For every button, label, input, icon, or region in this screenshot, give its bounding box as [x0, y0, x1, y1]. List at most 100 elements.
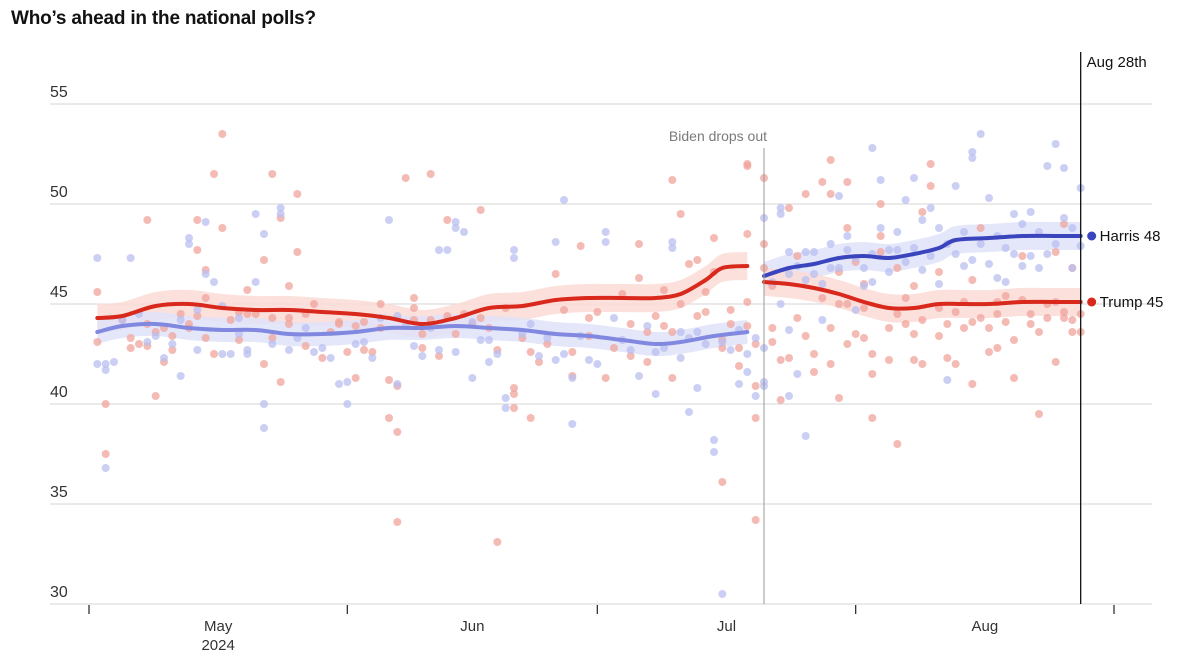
trump-poll-dot — [685, 260, 693, 268]
harris-poll-dot — [560, 350, 568, 358]
trump-poll-dot — [668, 176, 677, 184]
trump-poll-dot — [843, 224, 852, 232]
trump-poll-dot — [393, 428, 402, 436]
harris-poll-dot — [835, 192, 843, 200]
harris-poll-dot — [910, 174, 918, 182]
harris-poll-dot — [451, 348, 460, 356]
trump-poll-dot — [993, 344, 1002, 352]
trump-poll-dot — [343, 348, 352, 356]
trump-poll-dot — [1035, 410, 1043, 418]
y-tick-label: 35 — [50, 484, 68, 501]
harris-poll-dot — [685, 408, 693, 416]
trump-poll-dot — [260, 256, 268, 264]
harris-poll-dot — [185, 240, 193, 248]
harris-poll-dot — [843, 246, 852, 254]
harris-poll-dot — [985, 260, 993, 268]
trump-legend-dot — [1087, 297, 1097, 307]
trump-poll-dot — [568, 348, 577, 356]
trump-poll-dot — [818, 294, 827, 302]
end-labels: Harris 48 Trump 45 — [1087, 228, 1163, 311]
harris-poll-dot — [110, 358, 118, 366]
trump-poll-dot — [526, 414, 535, 422]
harris-poll-dot — [335, 380, 343, 388]
trump-poll-dot — [393, 518, 402, 526]
y-tick-labels: 55 50 45 40 35 30 — [50, 84, 68, 601]
harris-poll-dot — [910, 244, 918, 252]
harris-poll-dot — [901, 196, 910, 204]
trump-poll-dot — [718, 344, 727, 352]
trump-poll-dot — [801, 332, 810, 340]
trump-poll-dot — [1001, 318, 1010, 326]
harris-poll-dot — [926, 252, 935, 260]
trump-poll-dot — [126, 344, 135, 352]
harris-poll-dot — [510, 254, 518, 262]
trump-poll-dot — [976, 224, 985, 232]
harris-poll-dot — [310, 348, 318, 356]
trump-poll-dot — [668, 374, 677, 382]
harris-poll-dot — [210, 278, 218, 286]
harris-poll-dot — [951, 250, 960, 258]
harris-poll-dot — [860, 264, 868, 272]
harris-poll-dot — [1001, 278, 1010, 286]
harris-poll-dot — [885, 268, 893, 276]
trump-poll-dot — [243, 286, 252, 294]
trump-poll-dot — [826, 156, 835, 164]
x-tick-label-jun: Jun — [460, 618, 484, 635]
harris-poll-dot — [968, 148, 977, 156]
harris-poll-dot — [201, 270, 210, 278]
trump-poll-dot — [418, 330, 427, 338]
harris-poll-dot — [676, 354, 685, 362]
trump-poll-dot — [718, 478, 727, 486]
trump-poll-dot — [893, 440, 902, 448]
harris-poll-dot — [660, 344, 668, 352]
trump-poll-dot — [785, 354, 793, 362]
harris-end-label: Harris 48 — [1100, 228, 1161, 245]
trump-poll-dot — [743, 230, 752, 238]
harris-poll-dot — [876, 176, 885, 184]
trump-poll-dot — [526, 348, 535, 356]
trump-poll-dot — [126, 334, 135, 342]
harris-poll-dot — [810, 270, 818, 278]
trump-poll-dot — [676, 300, 685, 308]
harris-poll-dot — [801, 432, 810, 440]
trump-poll-dot — [826, 324, 835, 332]
harris-poll-dot — [260, 424, 268, 432]
trump-poll-dot — [1035, 328, 1043, 336]
trump-poll-dot — [776, 396, 785, 404]
trump-poll-dot — [835, 394, 843, 402]
trump-poll-dot — [193, 216, 202, 224]
harris-poll-dot — [593, 360, 602, 368]
harris-poll-dot — [501, 394, 510, 402]
trump-poll-dot — [626, 352, 635, 360]
trump-poll-dot — [951, 360, 960, 368]
harris-poll-dot — [276, 204, 285, 212]
trump-poll-dot — [960, 324, 968, 332]
average-lines — [95, 233, 1083, 347]
harris-poll-dot — [826, 240, 835, 248]
trump-poll-dot — [735, 344, 743, 352]
harris-poll-dot — [993, 274, 1002, 282]
biden-averageline — [95, 321, 750, 347]
harris-poll-dot — [343, 378, 352, 386]
harris-poll-dot — [885, 246, 893, 254]
harris-poll-dot — [701, 340, 710, 348]
harris-poll-dot — [151, 332, 160, 340]
harris-poll-dot — [801, 248, 810, 256]
trump-poll-dot — [876, 200, 885, 208]
trump-poll-dot — [643, 328, 652, 336]
harris-poll-dot — [793, 370, 802, 378]
harris-poll-dot — [176, 316, 185, 324]
harris-poll-dot — [818, 316, 827, 324]
harris-poll-dot — [510, 246, 518, 254]
trump-poll-dot — [385, 414, 393, 422]
harris-poll-dot — [843, 232, 852, 240]
harris-poll-dot — [710, 448, 718, 456]
trump-poll-dot — [318, 354, 327, 362]
harris-poll-dot — [1051, 140, 1060, 148]
trump-average-post-line — [762, 280, 1083, 311]
trump-poll-dot — [285, 282, 293, 290]
trump-poll-dot — [810, 368, 818, 376]
harris-poll-dot — [476, 336, 485, 344]
harris-poll-dot — [176, 372, 185, 380]
